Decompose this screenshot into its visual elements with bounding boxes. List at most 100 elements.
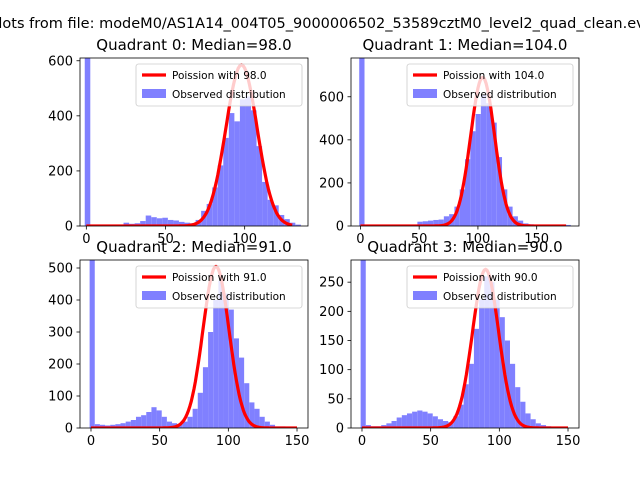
subplot-quadrant-1: 0 50 100 150 0 200 400 600 Quadrant 1: Median=10…	[319, 36, 580, 247]
y-tick-label: 100	[48, 390, 73, 405]
subplot-quadrant-3: 0 50 100 150 0 50 100 150 200 250 Quadrant 3: Medi…	[319, 238, 580, 449]
y-tick-label: 0	[336, 220, 344, 235]
x-tick-label: 0	[82, 232, 90, 247]
histogram-bar	[565, 224, 571, 226]
axes-frame	[350, 259, 580, 429]
y-tick-label: 50	[327, 392, 344, 407]
histogram-bar	[480, 94, 487, 226]
x-tick-label: 150	[285, 434, 310, 449]
histogram-bar	[223, 293, 229, 428]
histogram-bar	[499, 317, 505, 428]
histogram-bar	[125, 421, 131, 428]
x-tick-label: 100	[466, 232, 491, 247]
histogram-bar	[244, 383, 250, 428]
histogram-bar	[217, 165, 224, 226]
histogram-bar	[151, 217, 157, 226]
legend-box	[135, 265, 303, 309]
histogram-bar	[161, 416, 167, 428]
histogram-bar	[489, 282, 495, 428]
histogram-bar	[465, 159, 471, 226]
y-tick-label: 0	[336, 422, 344, 437]
y-tick-label: 600	[48, 54, 73, 69]
histogram-bar	[130, 420, 136, 428]
x-tick-label: 100	[487, 434, 512, 449]
histogram-bar	[422, 411, 428, 428]
histogram-bar	[295, 224, 301, 226]
x-tick-label: 0	[87, 434, 95, 449]
histogram-bar	[443, 216, 450, 226]
histogram-bar	[417, 410, 423, 428]
histogram-bar	[206, 203, 213, 226]
histogram-bar	[223, 137, 229, 226]
histogram-bar	[84, 58, 91, 226]
histogram-bar	[173, 220, 179, 226]
histogram-bar	[264, 421, 270, 428]
legend-box	[406, 265, 574, 309]
histogram-bar	[135, 416, 142, 428]
histogram-bar	[359, 58, 365, 226]
histogram-bar	[491, 122, 497, 226]
legend-poisson-label: Poission with 90.0	[443, 272, 538, 284]
histogram-bar	[386, 423, 392, 428]
histogram-bar	[391, 421, 397, 428]
histogram-bar	[494, 299, 500, 428]
y-tick-label: 600	[319, 90, 344, 105]
legend-hist-label: Observed distribution	[443, 291, 557, 303]
histogram-bar	[289, 222, 296, 226]
x-tick-label: 0	[356, 232, 364, 247]
histogram-bar	[115, 424, 121, 428]
subplot-title: Quadrant 0: Median=98.0	[96, 36, 291, 54]
histogram-bar	[417, 221, 423, 226]
histogram-bar	[239, 99, 246, 226]
y-tick-label: 400	[319, 133, 344, 148]
histogram-bar	[453, 416, 459, 428]
subplot-title: Quadrant 2: Median=91.0	[96, 238, 291, 256]
subplot-title: Quadrant 1: Median=104.0	[363, 36, 568, 54]
x-tick-label: 100	[232, 232, 257, 247]
histogram-bar	[156, 218, 163, 226]
legend-box	[135, 63, 303, 107]
histogram-bar	[151, 407, 157, 428]
x-tick-label: 100	[216, 434, 241, 449]
y-tick-label: 0	[65, 422, 73, 437]
axes-frame	[79, 259, 309, 429]
histogram-bar	[228, 309, 234, 428]
histogram-bar	[396, 417, 402, 428]
histogram-bar	[360, 260, 366, 428]
legend: Poission with 104.0 Observed distribution	[406, 63, 574, 107]
histogram-bar	[520, 401, 526, 428]
histogram-bar	[218, 280, 224, 428]
histogram-bar	[463, 384, 469, 428]
legend-poisson-label: Poission with 104.0	[443, 70, 544, 82]
legend-hist-swatch	[413, 89, 437, 98]
histogram-bar	[517, 220, 524, 226]
histogram-bar	[254, 408, 260, 428]
histogram-bar	[484, 276, 490, 428]
histogram-bar	[433, 219, 439, 226]
x-tick-label: 150	[524, 232, 549, 247]
histogram-bar	[470, 131, 476, 226]
histogram-bar	[192, 408, 198, 428]
x-tick-label: 50	[422, 434, 439, 449]
histogram-bar	[267, 199, 274, 226]
legend-hist-label: Observed distribution	[172, 89, 286, 101]
histogram-bar	[422, 221, 428, 226]
x-tick-label: 50	[411, 232, 428, 247]
histogram-bar	[427, 220, 434, 226]
histogram-bar	[473, 328, 480, 428]
histogram-bar	[178, 221, 185, 226]
histogram-bar	[166, 421, 173, 428]
histogram-bar	[187, 416, 193, 428]
histogram-bar	[89, 260, 95, 428]
y-tick-label: 300	[48, 326, 73, 341]
subplot-quadrant-2: 0 50 100 150 0 100 200 300 400 500 Quadrant 2: Med…	[48, 238, 309, 449]
legend-hist-swatch	[142, 89, 166, 98]
histogram-bar	[167, 219, 174, 226]
histogram-bar	[438, 219, 444, 226]
histogram-bar	[208, 332, 214, 428]
histogram-bar	[458, 404, 464, 428]
axes-frame	[79, 57, 309, 227]
legend-hist-label: Observed distribution	[172, 291, 286, 303]
subplot-title: Quadrant 3: Median=90.0	[367, 238, 562, 256]
